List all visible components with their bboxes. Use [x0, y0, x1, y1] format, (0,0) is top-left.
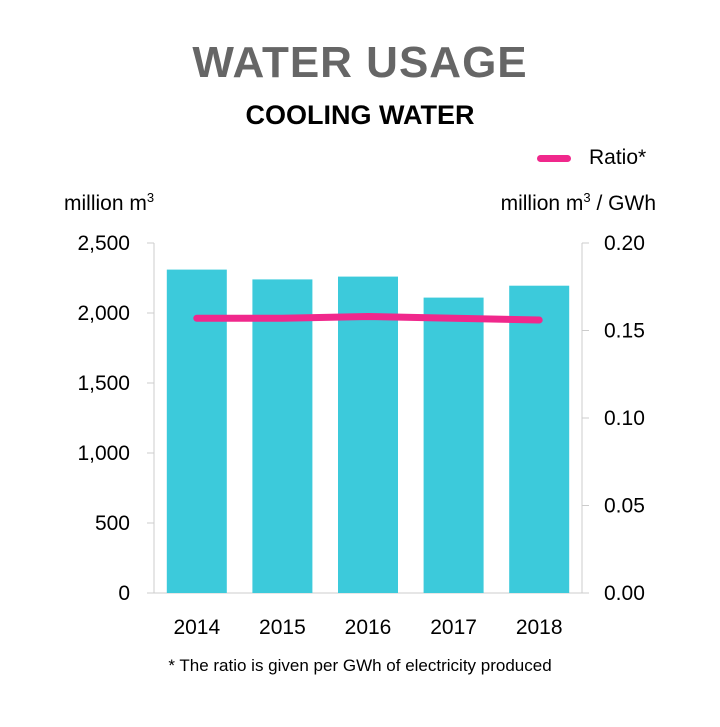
right-axis-unit: million m3 / GWh [500, 190, 656, 215]
x-tick-label: 2018 [516, 616, 563, 639]
bar-2017 [423, 297, 484, 593]
x-tick-label: 2016 [345, 616, 392, 639]
legend-swatch-ratio [537, 154, 571, 162]
x-tick-label: 2014 [173, 616, 220, 639]
left-tick-label: 2,000 [77, 302, 130, 325]
right-tick-label: 0.05 [604, 495, 645, 518]
legend: Ratio* [537, 146, 646, 170]
bar-2018 [509, 285, 570, 593]
left-tick-label: 1,500 [77, 372, 130, 395]
chart-title: WATER USAGE [192, 38, 528, 87]
right-tick-label: 0.20 [604, 232, 645, 255]
right-tick-label: 0.15 [604, 320, 645, 343]
footnote: * The ratio is given per GWh of electric… [168, 656, 552, 675]
legend-label-ratio: Ratio* [589, 146, 647, 169]
left-tick-label: 2,500 [77, 232, 130, 255]
left-axis-unit: million m3 [64, 190, 155, 215]
bar-2016 [338, 276, 398, 593]
left-tick-label: 0 [118, 582, 130, 605]
bar-2015 [252, 279, 313, 593]
bar-2014 [166, 269, 227, 593]
x-tick-label: 2017 [430, 616, 477, 639]
ratio-line [193, 313, 543, 324]
left-tick-label: 500 [95, 512, 130, 535]
chart-subtitle: COOLING WATER [245, 100, 475, 130]
right-tick-label: 0.00 [604, 582, 645, 605]
left-tick-label: 1,000 [77, 442, 130, 465]
right-tick-label: 0.10 [604, 407, 645, 430]
x-tick-label: 2015 [259, 616, 306, 639]
